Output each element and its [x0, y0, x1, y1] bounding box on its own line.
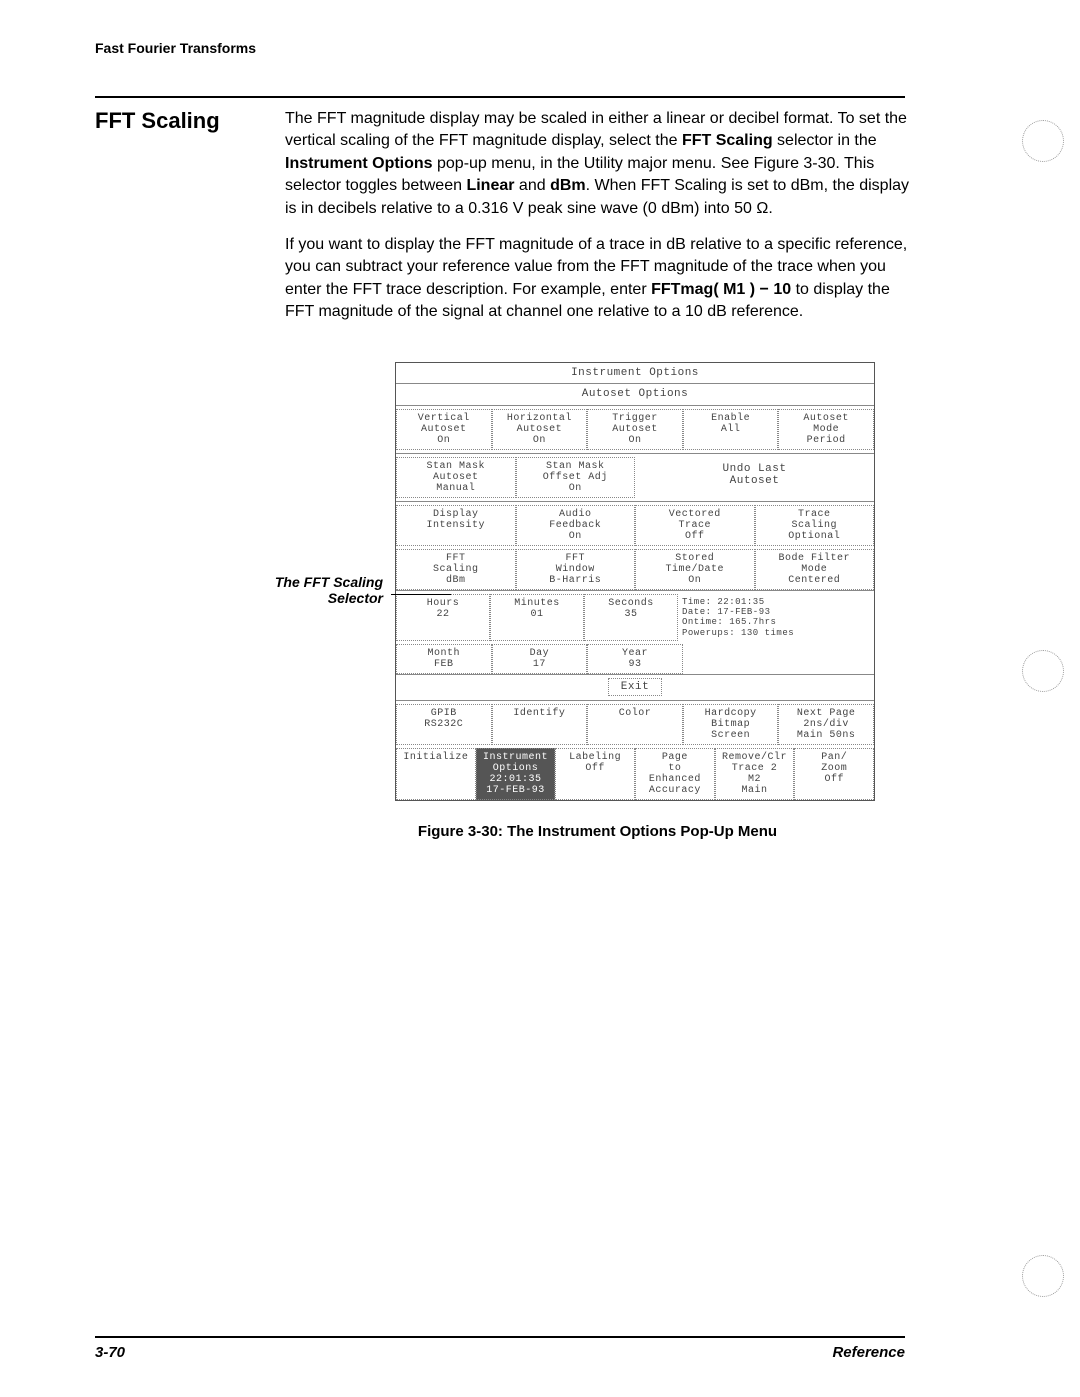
callout-label: The FFT Scaling Selector: [275, 574, 383, 608]
menu-cell[interactable]: TraceScalingOptional: [755, 505, 875, 546]
menu-cell[interactable]: MonthFEB: [396, 644, 492, 674]
menu-cell[interactable]: InstrumentOptions22:01:3517-FEB-93: [476, 748, 556, 800]
p1-m3: and: [514, 177, 550, 194]
callout-line1: The FFT Scaling: [275, 574, 383, 590]
menu-cell[interactable]: PagetoEnhancedAccuracy: [635, 748, 715, 800]
reference-label: Reference: [832, 1344, 905, 1361]
status-line: Time: 22:01:35: [682, 597, 870, 607]
paragraph-2: If you want to display the FFT magnitude…: [285, 234, 915, 324]
menu-cell[interactable]: Identify: [492, 704, 588, 745]
section-title: FFT Scaling: [95, 108, 255, 338]
menu-cell[interactable]: Next Page2ns/divMain 50ns: [778, 704, 874, 745]
status-line: Ontime: 165.7hrs: [682, 617, 870, 627]
menu-cell[interactable]: DisplayIntensity: [396, 505, 516, 546]
menu-cell[interactable]: VectoredTraceOff: [635, 505, 755, 546]
menu-cell[interactable]: HardcopyBitmapScreen: [683, 704, 779, 745]
page-header: Fast Fourier Transforms: [95, 40, 1000, 56]
menu-cell[interactable]: GPIBRS232C: [396, 704, 492, 745]
figure: The FFT Scaling Selector Instrument Opti…: [95, 362, 1000, 801]
menu-cell[interactable]: FFTWindowB-Harris: [516, 549, 636, 590]
bold-fftmag: FFTmag( M1 ) − 10: [651, 281, 791, 298]
undo-last-sub: Autoset: [635, 475, 874, 488]
binder-ring-icon: [1022, 120, 1064, 162]
menu-cell[interactable]: Stan MaskAutosetManual: [396, 457, 516, 498]
menu-title: Instrument Options: [396, 363, 874, 385]
status-line: Date: 17-FEB-93: [682, 607, 870, 617]
menu-cell[interactable]: Remove/ClrTrace 2M2Main: [715, 748, 795, 800]
page-number: 3-70: [95, 1344, 125, 1361]
menu-cell[interactable]: Seconds35: [584, 594, 678, 641]
menu-cell[interactable]: Day17: [492, 644, 588, 674]
figure-caption: Figure 3-30: The Instrument Options Pop-…: [195, 823, 1000, 840]
menu-cell[interactable]: Stan MaskOffset AdjOn: [516, 457, 636, 498]
paragraph-1: The FFT magnitude display may be scaled …: [285, 108, 915, 220]
binder-ring-icon: [1022, 650, 1064, 692]
bold-linear: Linear: [466, 177, 514, 194]
section-rule: [95, 96, 905, 98]
menu-cell[interactable]: FFTScalingdBm: [396, 549, 516, 590]
menu-cell[interactable]: TriggerAutosetOn: [587, 409, 683, 450]
binder-ring-icon: [1022, 1255, 1064, 1297]
p1-m1: selector in the: [773, 132, 877, 149]
undo-last-label: Undo Last: [635, 463, 874, 476]
menu-cell[interactable]: Bode FilterModeCentered: [755, 549, 875, 590]
menu-cell[interactable]: VerticalAutosetOn: [396, 409, 492, 450]
bold-dbm: dBm: [550, 177, 586, 194]
section: FFT Scaling The FFT magnitude display ma…: [95, 108, 1000, 338]
menu-cell[interactable]: HorizontalAutosetOn: [492, 409, 588, 450]
menu-cell[interactable]: Initialize: [396, 748, 476, 800]
menu-cell[interactable]: AudioFeedbackOn: [516, 505, 636, 546]
callout-leader: [391, 594, 451, 595]
body-text: The FFT magnitude display may be scaled …: [285, 108, 915, 338]
autoset-title: Autoset Options: [396, 384, 874, 405]
bold-instrument-options: Instrument Options: [285, 155, 433, 172]
page-footer: 3-70 Reference: [95, 1336, 905, 1361]
menu-cell[interactable]: LabelingOff: [555, 748, 635, 800]
exit-button[interactable]: Exit: [608, 678, 662, 696]
menu-cell[interactable]: Pan/ZoomOff: [794, 748, 874, 800]
menu-cell[interactable]: Hours22: [396, 594, 490, 641]
menu-cell[interactable]: Color: [587, 704, 683, 745]
callout-column: The FFT Scaling Selector: [95, 362, 395, 801]
bold-fft-scaling: FFT Scaling: [682, 132, 773, 149]
menu-cell[interactable]: AutosetModePeriod: [778, 409, 874, 450]
instrument-options-menu: Instrument Options Autoset Options Verti…: [395, 362, 875, 801]
menu-cell[interactable]: EnableAll: [683, 409, 779, 450]
menu-cell[interactable]: Year93: [587, 644, 683, 674]
menu-cell[interactable]: StoredTime/DateOn: [635, 549, 755, 590]
status-line: Powerups: 130 times: [682, 628, 870, 638]
menu-cell[interactable]: Minutes01: [490, 594, 584, 641]
callout-line2: Selector: [328, 590, 383, 606]
